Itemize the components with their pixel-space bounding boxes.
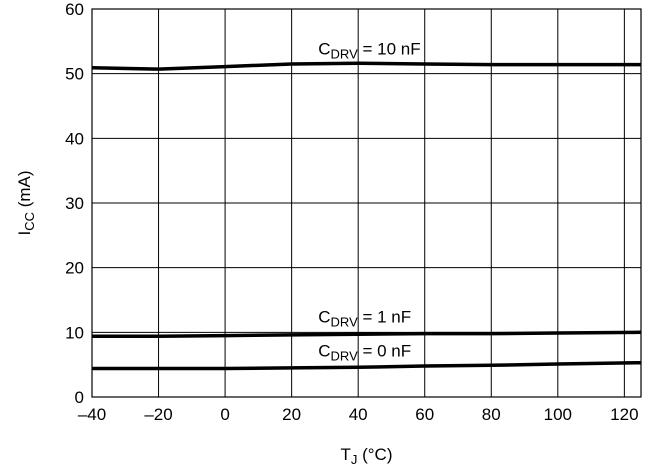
grid	[91, 8, 641, 398]
y-tick-label: 0	[75, 388, 84, 407]
tick-labels: –40 –20 0 20 40 60 80 100 120 0 10 20 30 40 50 60	[65, 0, 638, 424]
x-tick-label: –40	[78, 405, 106, 424]
y-axis-label-sub: CC	[22, 212, 37, 231]
x-tick-label: 0	[220, 405, 229, 424]
x-tick-label: 40	[349, 405, 368, 424]
series-label: CDRV = 10 nF	[318, 39, 420, 61]
x-axis-label-main: T	[340, 445, 350, 464]
series-line	[92, 330, 642, 338]
y-tick-label: 40	[65, 129, 84, 148]
y-axis-label: ICC (mA)	[15, 170, 37, 235]
x-tick-label: 120	[610, 405, 638, 424]
y-tick-label: 10	[65, 323, 84, 342]
series-label: CDRV = 0 nF	[318, 341, 411, 363]
y-tick-label: 50	[65, 65, 84, 84]
x-tick-label: –20	[144, 405, 172, 424]
x-tick-label: 60	[415, 405, 434, 424]
x-tick-label: 20	[282, 405, 301, 424]
y-axis-label-rest: (mA)	[15, 170, 34, 212]
y-tick-label: 60	[65, 0, 84, 19]
series-line	[92, 360, 642, 371]
x-axis-label: TJ (°C)	[340, 445, 392, 467]
y-tick-label: 30	[65, 194, 84, 213]
series-label: CDRV = 1 nF	[318, 308, 411, 330]
plot-frame	[91, 8, 642, 398]
y-axis-label-main: I	[15, 231, 34, 236]
x-tick-label: 80	[482, 405, 501, 424]
series-lines	[91, 61, 642, 371]
x-tick-label: 100	[544, 405, 572, 424]
series-labels: CDRV = 10 nF CDRV = 1 nF CDRV = 0 nF	[318, 39, 420, 363]
series-line	[91, 61, 641, 71]
x-axis-label-rest: (°C)	[357, 445, 392, 464]
y-tick-label: 20	[65, 259, 84, 278]
x-axis-label-sub: J	[351, 452, 358, 467]
